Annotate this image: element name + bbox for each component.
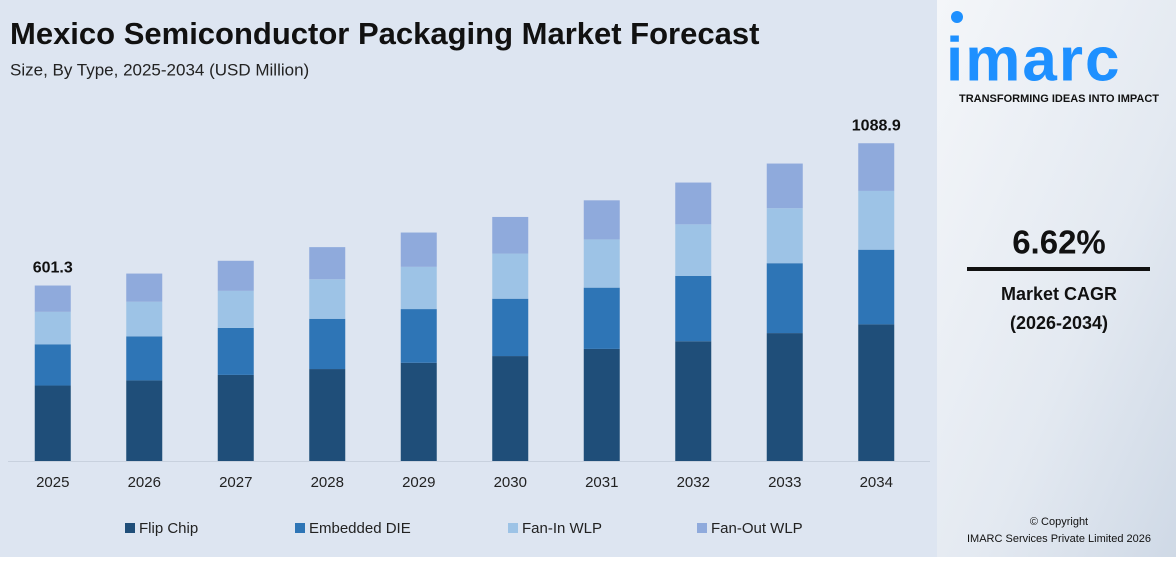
bar-segment xyxy=(858,143,895,191)
x-tick-label: 2033 xyxy=(768,474,801,491)
bar-segment xyxy=(400,309,437,363)
bar-segment xyxy=(858,324,895,461)
tagline: TRANSFORMING IDEAS INTO IMPACT xyxy=(959,93,1159,105)
company: IMARC Services Private Limited 2026 xyxy=(967,533,1151,545)
x-tick-label: 2028 xyxy=(311,474,344,491)
bar-segment xyxy=(309,279,346,319)
bar-segment xyxy=(675,275,712,342)
bar-segment xyxy=(766,263,803,334)
bar-segment xyxy=(766,333,803,461)
bar-segment xyxy=(583,200,620,240)
bar-segment xyxy=(675,224,712,276)
bar-segment xyxy=(583,287,620,349)
bar-segment xyxy=(766,163,803,209)
bar-segment xyxy=(675,341,712,461)
bar-segment xyxy=(34,344,71,386)
cagr-rule xyxy=(967,267,1150,271)
bar-segment xyxy=(34,285,71,312)
bar-segment xyxy=(400,266,437,310)
bar-segment xyxy=(309,318,346,370)
bar-segment xyxy=(126,273,163,302)
total-label: 1088.9 xyxy=(852,117,901,134)
legend-label: Flip Chip xyxy=(139,520,198,537)
bar-segment xyxy=(217,374,254,461)
legend-label: Embedded DIE xyxy=(309,520,411,537)
legend-swatch xyxy=(125,523,135,533)
bar-segment xyxy=(126,301,163,337)
cagr-period: (2026-2034) xyxy=(1010,313,1108,333)
bar-segment xyxy=(766,208,803,264)
bar-segment xyxy=(400,232,437,267)
bar-segment xyxy=(675,182,712,225)
bar-segment xyxy=(34,385,71,461)
bar-segment xyxy=(858,249,895,325)
x-tick-label: 2029 xyxy=(402,474,435,491)
x-tick-label: 2031 xyxy=(585,474,618,491)
legend-swatch xyxy=(697,523,707,533)
x-tick-label: 2025 xyxy=(36,474,69,491)
side-panel xyxy=(937,0,1176,557)
bar-segment xyxy=(309,247,346,280)
bar-segment xyxy=(492,253,529,299)
logo: imarc xyxy=(946,25,1121,94)
bar-segment xyxy=(858,190,895,250)
cagr-value: 6.62% xyxy=(1012,224,1106,261)
bar-segment xyxy=(583,239,620,288)
x-tick-label: 2030 xyxy=(494,474,527,491)
total-label: 601.3 xyxy=(33,260,73,277)
chart-title: Mexico Semiconductor Packaging Market Fo… xyxy=(10,16,759,51)
bar-segment xyxy=(400,362,437,461)
legend-label: Fan-In WLP xyxy=(522,520,602,537)
x-tick-label: 2026 xyxy=(128,474,161,491)
bar-segment xyxy=(309,369,346,461)
legend-swatch xyxy=(295,523,305,533)
legend-label: Fan-Out WLP xyxy=(711,520,803,537)
x-tick-label: 2032 xyxy=(677,474,710,491)
cagr-label: Market CAGR xyxy=(1001,284,1117,304)
bar-segment xyxy=(492,216,529,254)
bar-segment xyxy=(217,290,254,328)
bar-segment xyxy=(492,356,529,461)
copyright: © Copyright xyxy=(1030,516,1088,528)
logo-dot xyxy=(951,11,963,23)
bar-segment xyxy=(583,348,620,461)
bar-segment xyxy=(217,260,254,291)
bar-segment xyxy=(126,380,163,461)
x-tick-label: 2027 xyxy=(219,474,252,491)
bar-segment xyxy=(34,311,71,345)
legend-swatch xyxy=(508,523,518,533)
bar-segment xyxy=(126,336,163,381)
x-tick-label: 2034 xyxy=(860,474,893,491)
chart-subtitle: Size, By Type, 2025-2034 (USD Million) xyxy=(10,60,309,79)
bar-segment xyxy=(492,298,529,357)
bar-segment xyxy=(217,327,254,375)
